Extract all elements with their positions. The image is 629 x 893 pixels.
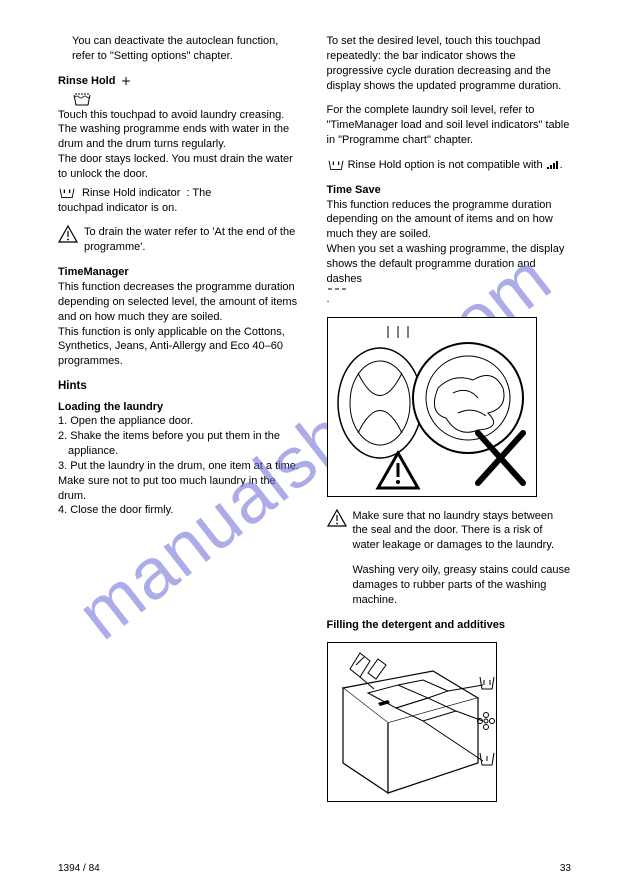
text: For the complete laundry soil level, ref… xyxy=(327,103,572,148)
option-head-rinse-hold: Rinse Hold xyxy=(58,74,115,89)
text: The door stays locked. You must drain th… xyxy=(58,152,303,182)
left-column: You can deactivate the autoclean functio… xyxy=(58,34,303,802)
flower-icon xyxy=(477,713,494,730)
text: Make sure not to put too much laundry in… xyxy=(58,474,303,504)
warning-icon xyxy=(58,225,78,243)
step: 3. Put the laundry in the drum, one item… xyxy=(58,459,303,474)
text: This function decreases the programme du… xyxy=(58,280,303,325)
text: touchpad indicator is on. xyxy=(58,201,303,216)
text: Touch this touchpad to avoid laundry cre… xyxy=(58,108,303,153)
option-head-timesave: Time Save xyxy=(327,184,381,196)
text: When you set a washing programme, the di… xyxy=(327,242,572,287)
rinse-hold-icon xyxy=(58,186,76,200)
warning-icon xyxy=(327,509,347,527)
text: This function is only applicable on the … xyxy=(58,325,303,370)
step: 2. Shake the items before you put them i… xyxy=(58,429,303,459)
footer-left: 1394 / 84 xyxy=(58,862,100,876)
text: To set the desired level, touch this tou… xyxy=(327,34,572,93)
figure-detergent-drawer xyxy=(327,642,497,802)
dashes-icon xyxy=(327,287,347,292)
wash-tub-icon xyxy=(72,92,303,108)
text: This function reduces the programme dura… xyxy=(327,198,572,243)
text: Rinse Hold option is not compatible with xyxy=(348,159,543,171)
section-head-hints: Hints xyxy=(58,379,303,395)
option-head-timemanager: TimeManager xyxy=(58,266,129,278)
sub-head-loading: Loading the laundry xyxy=(58,400,303,415)
bars-icon xyxy=(546,161,560,170)
rinse-hold-icon xyxy=(327,158,345,172)
step: 1. Open the appliance door. xyxy=(58,414,303,429)
figure-door-open xyxy=(327,317,537,497)
page-number: 33 xyxy=(560,862,571,876)
sub-head-detergent: Filling the detergent and additives xyxy=(327,618,572,633)
warning-text: Washing very oily, greasy stains could c… xyxy=(353,563,572,608)
step: 4. Close the door firmly. xyxy=(58,503,303,518)
right-column: To set the desired level, touch this tou… xyxy=(327,34,572,802)
text: : The xyxy=(186,186,211,201)
plus-icon xyxy=(121,76,131,86)
text: You can deactivate the autoclean functio… xyxy=(58,34,303,64)
text: Rinse Hold indicator xyxy=(82,186,180,201)
warning-text: To drain the water refer to 'At the end … xyxy=(84,225,303,255)
warning-text: Make sure that no laundry stays between … xyxy=(353,509,572,554)
